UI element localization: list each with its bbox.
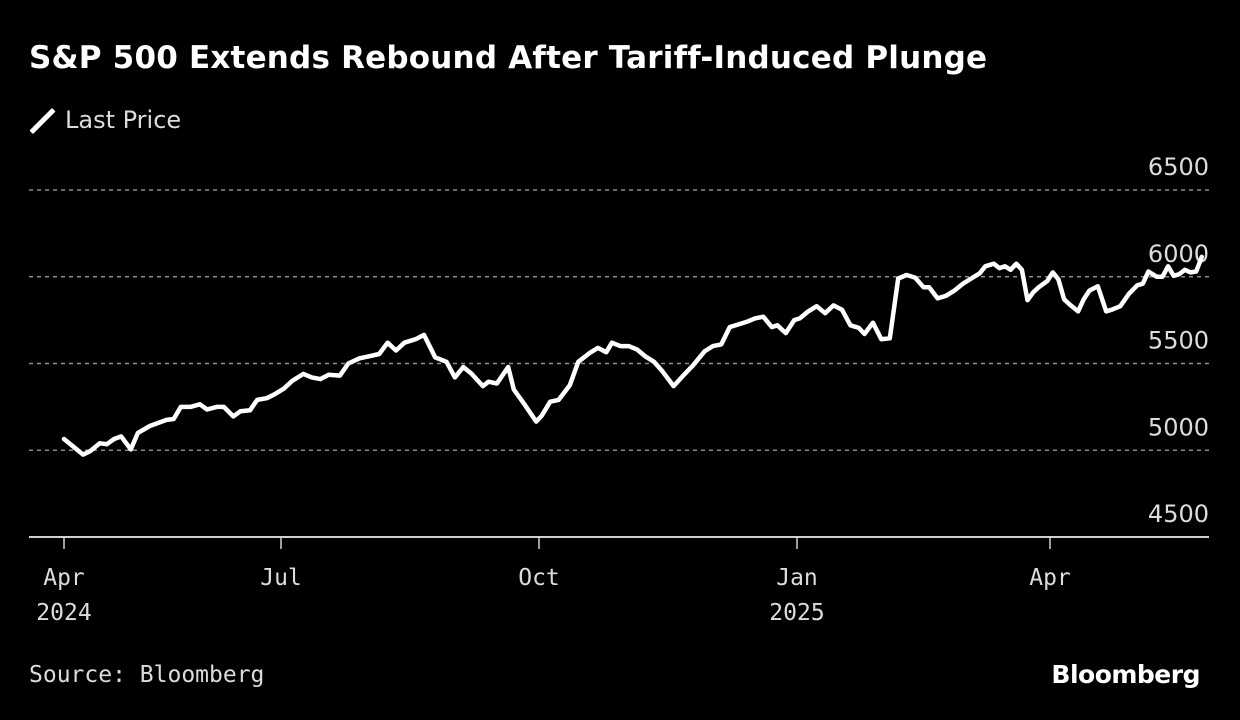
source-note: Source: Bloomberg: [29, 662, 265, 688]
y-tick-label: 6500: [1148, 153, 1209, 181]
series-layer: [61, 254, 1205, 457]
x-tick-label: Jul: [260, 565, 302, 591]
x-tick-year-label: 2024: [36, 600, 91, 626]
x-tick-label: Apr: [1029, 565, 1071, 591]
y-tick-label: 5000: [1148, 413, 1209, 441]
legend-label: Last Price: [65, 106, 182, 134]
series-line-last-price: [61, 254, 1205, 457]
chart-title: S&P 500 Extends Rebound After Tariff-Ind…: [29, 40, 988, 76]
x-tick-label: Apr: [43, 565, 85, 591]
legend: Last Price: [29, 106, 181, 134]
x-axis: Apr 2024 Jul Oct Jan 2025 Apr: [29, 536, 1209, 626]
y-tick-label: 5500: [1148, 327, 1209, 355]
x-tick-year-label: 2025: [769, 600, 824, 626]
x-tick-label: Oct: [518, 565, 560, 591]
y-tick-label: 4500: [1148, 500, 1209, 528]
x-tick-label: Jan: [776, 565, 818, 591]
bloomberg-logo: Bloomberg: [1051, 660, 1200, 689]
